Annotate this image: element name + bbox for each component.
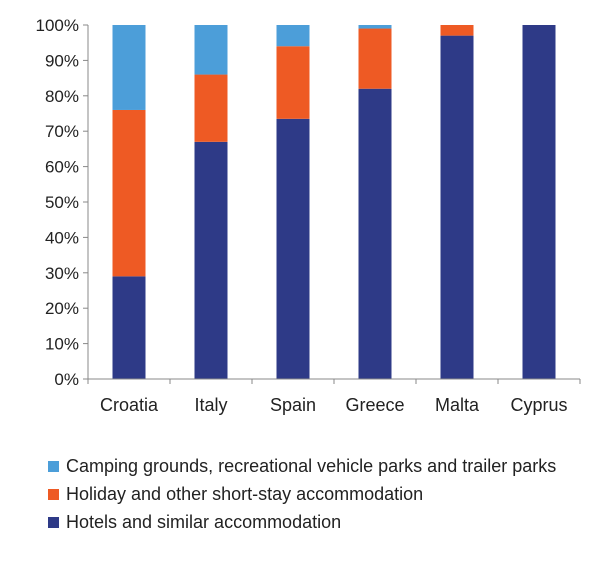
bar-segment-greece-1 <box>358 28 392 89</box>
bar-segment-croatia-2 <box>112 25 146 110</box>
legend-item-camping: Camping grounds, recreational vehicle pa… <box>48 455 568 477</box>
bar-segment-italy-2 <box>194 25 228 75</box>
bar-segment-spain-1 <box>276 46 310 119</box>
legend-label-hotels: Hotels and similar accommodation <box>66 512 342 532</box>
legend-label-camping: Camping grounds, recreational vehicle pa… <box>66 456 557 476</box>
stacked-bar-chart: 0% 10% 20% 30% 40% 50% 60% 70% 80% 90% 100% Croati… <box>36 16 581 415</box>
y-tick-label: 60% <box>45 158 79 177</box>
y-tick-label: 20% <box>45 299 79 318</box>
bar-segment-malta-1 <box>440 25 474 36</box>
legend-label-holiday: Holiday and other short-stay accommodati… <box>66 484 424 504</box>
x-category-label: Malta <box>435 395 480 415</box>
y-tick-label: 0% <box>54 370 79 389</box>
x-category-label: Spain <box>270 395 316 415</box>
bar-segment-croatia-1 <box>112 109 146 277</box>
y-tick-label: 80% <box>45 87 79 106</box>
y-tick-label: 40% <box>45 228 79 247</box>
x-category-label: Italy <box>194 395 227 415</box>
legend-swatch-hotels <box>48 517 59 528</box>
bar-segment-greece-2 <box>358 25 392 29</box>
legend-swatch-holiday <box>48 489 59 500</box>
y-tick-label: 70% <box>45 122 79 141</box>
y-tick-label: 90% <box>45 51 79 70</box>
x-category-label: Cyprus <box>510 395 567 415</box>
legend-swatch-camping <box>48 461 59 472</box>
y-tick-label: 100% <box>36 16 79 35</box>
bar-segment-greece-0 <box>358 88 392 379</box>
bar-segment-malta-0 <box>440 35 474 380</box>
bars <box>112 25 556 380</box>
legend-item-holiday: Holiday and other short-stay accommodati… <box>48 483 568 505</box>
y-axis-labels: 0% 10% 20% 30% 40% 50% 60% 70% 80% 90% 100% <box>36 16 79 389</box>
y-tick-label: 50% <box>45 193 79 212</box>
axis-ticks <box>83 24 581 384</box>
y-tick-label: 10% <box>45 335 79 354</box>
legend: Camping grounds, recreational vehicle pa… <box>48 455 568 539</box>
bar-segment-spain-2 <box>276 25 310 47</box>
bar-segment-cyprus-0 <box>522 25 556 379</box>
legend-item-hotels: Hotels and similar accommodation <box>48 511 568 533</box>
y-tick-label: 30% <box>45 264 79 283</box>
bar-segment-italy-1 <box>194 74 228 142</box>
x-category-label: Croatia <box>100 395 159 415</box>
bar-segment-croatia-0 <box>112 276 146 379</box>
x-axis-labels: Croatia Italy Spain Greece Malta Cyprus <box>100 395 568 415</box>
x-category-label: Greece <box>345 395 404 415</box>
bar-segment-spain-0 <box>276 118 310 379</box>
bar-segment-italy-0 <box>194 141 228 379</box>
